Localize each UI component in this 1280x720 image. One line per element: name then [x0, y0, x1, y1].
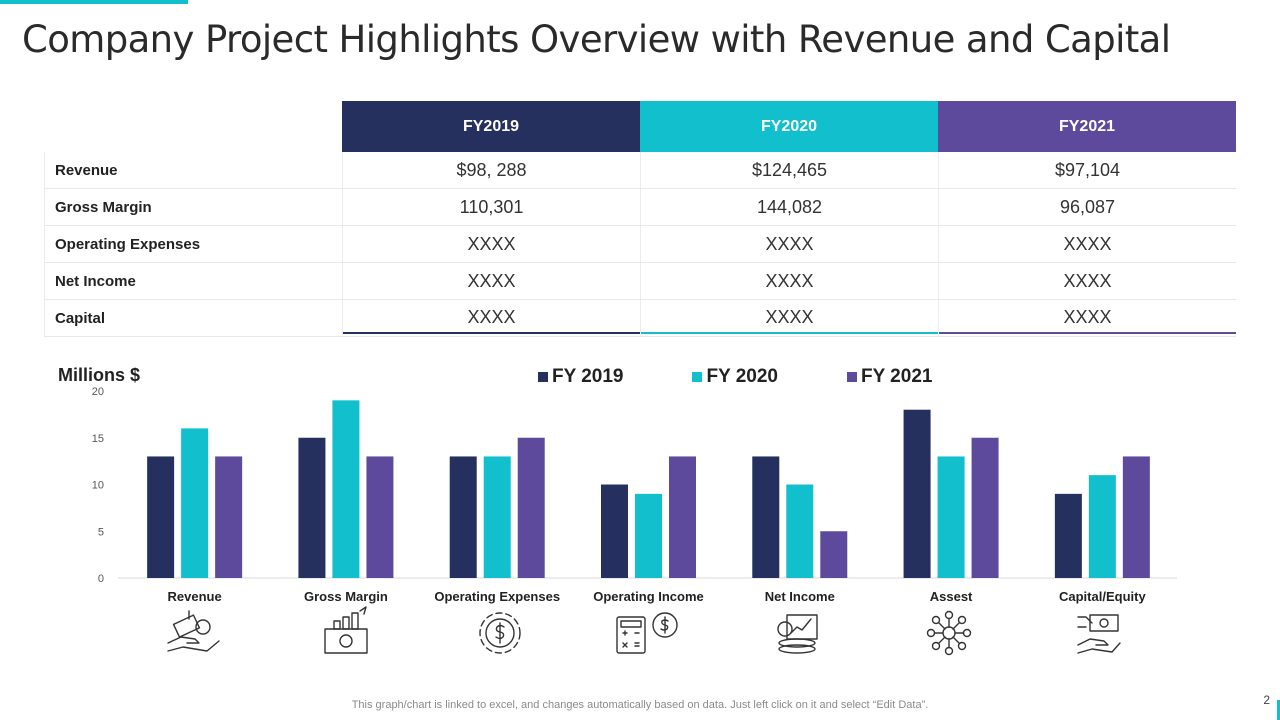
column-header-fy2020: FY2020 — [640, 101, 938, 152]
bar-assest-fy2019 — [903, 409, 931, 578]
table-row-gross-margin: Gross Margin 110,301 144,082 96,087 — [44, 189, 1236, 226]
bar-assest-fy2021 — [971, 437, 999, 578]
table-cell: $124,465 — [640, 152, 938, 188]
bar-net-income-fy2019 — [752, 456, 780, 578]
table-cell: $98, 288 — [342, 152, 640, 188]
table-cell: XXXX — [342, 263, 640, 299]
table-row-net-income: Net Income XXXX XXXX XXXX — [44, 263, 1236, 300]
x-category-label: Operating Income — [593, 589, 704, 604]
legend-label: FY 2020 — [706, 366, 778, 387]
x-category-label: Assest — [930, 589, 973, 604]
bar-revenue-fy2020 — [181, 428, 209, 578]
x-category-label: Gross Margin — [304, 589, 388, 604]
table-row-capital: Capital XXXX XXXX XXXX — [44, 300, 1236, 337]
row-label: Revenue — [44, 152, 342, 188]
table-cell: 110,301 — [342, 189, 640, 225]
dollar-gear-icon — [479, 612, 521, 654]
legend-swatch — [692, 372, 703, 382]
table-cell: $97,104 — [938, 152, 1236, 188]
x-category-label: Operating Expenses — [434, 589, 560, 604]
footer-note: This graph/chart is linked to excel, and… — [351, 699, 929, 711]
y-axis-unit-label: Millions $ — [58, 365, 141, 385]
hand-cash-icon — [1077, 614, 1121, 654]
table-cell: XXXX — [342, 300, 640, 336]
table-cell: 96,087 — [938, 189, 1236, 225]
table-cell: XXXX — [640, 263, 938, 299]
bar-gross-margin-fy2019 — [298, 437, 326, 578]
page-number: 2 — [1263, 693, 1270, 707]
bar-operating-expenses-fy2020 — [483, 456, 511, 578]
table-cell: XXXX — [640, 226, 938, 262]
y-tick-label: 20 — [92, 386, 104, 398]
network-hub-icon — [926, 610, 972, 656]
chart-x-labels-group: Revenue Gross Margin Operating Expenses Ope… — [168, 589, 1147, 604]
bar-gross-margin-fy2020 — [332, 400, 360, 578]
financial-table: FY2019 FY2020 FY2021 Revenue $98, 288 $1… — [44, 101, 1236, 337]
money-growth-icon — [324, 606, 368, 654]
bar-net-income-fy2020 — [786, 484, 814, 578]
table-header-row: FY2019 FY2020 FY2021 — [44, 101, 1236, 152]
row-label: Operating Expenses — [44, 226, 342, 262]
y-tick-label: 0 — [98, 573, 104, 585]
legend-item-fy2021: FY 2021 — [846, 366, 933, 388]
row-label: Capital — [44, 300, 342, 336]
chart-bars-group — [147, 400, 1150, 578]
bar-operating-income-fy2020 — [635, 493, 662, 578]
y-tick-label: 10 — [92, 480, 104, 492]
hand-money-icon — [167, 610, 220, 652]
table-row-revenue: Revenue $98, 288 $124,465 $97,104 — [44, 152, 1236, 189]
table-cell: XXXX — [938, 263, 1236, 299]
table-cell: 144,082 — [640, 189, 938, 225]
table-header-empty-cell — [44, 101, 342, 152]
legend-swatch — [846, 372, 857, 382]
column-header-fy2021: FY2021 — [938, 101, 1236, 152]
table-cell: XXXX — [342, 226, 640, 262]
x-category-label: Capital/Equity — [1059, 589, 1146, 604]
table-cell: XXXX — [938, 300, 1236, 336]
bar-operating-income-fy2019 — [601, 484, 628, 578]
y-tick-label: 5 — [98, 526, 104, 538]
bar-net-income-fy2021 — [820, 531, 848, 578]
table-row-operating-expenses: Operating Expenses XXXX XXXX XXXX — [44, 226, 1236, 263]
legend-swatch — [538, 372, 548, 382]
row-label: Gross Margin — [44, 189, 342, 225]
row-label: Net Income — [44, 263, 342, 299]
y-tick-label: 15 — [92, 433, 104, 445]
column-header-fy2019: FY2019 — [342, 101, 640, 152]
legend-label: FY 2019 — [552, 366, 624, 387]
top-accent-bar — [0, 0, 188, 4]
bar-operating-expenses-fy2021 — [517, 437, 545, 578]
income-chart-coins-icon — [777, 614, 818, 654]
x-category-label: Revenue — [168, 589, 222, 604]
x-category-label: Net Income — [765, 589, 835, 604]
page-number-mark — [1277, 700, 1280, 720]
legend-item-fy2020: FY 2020 — [692, 366, 778, 388]
bar-operating-income-fy2021 — [669, 456, 696, 578]
table-cell: XXXX — [938, 226, 1236, 262]
bar-chart: 0 5 10 15 20 Revenue Gross Margin Operating Ex… — [92, 386, 1177, 656]
chart-legend: FY 2019 FY 2020 FY 2021 — [538, 366, 1001, 388]
chart-axis-group: 0 5 10 15 20 — [92, 386, 1177, 585]
bar-revenue-fy2019 — [147, 456, 175, 578]
bar-assest-fy2020 — [937, 456, 965, 578]
bar-capital-equity-fy2019 — [1054, 493, 1082, 578]
bar-capital-equity-fy2021 — [1122, 456, 1150, 578]
bar-revenue-fy2021 — [215, 456, 243, 578]
calculator-dollar-icon — [616, 612, 678, 654]
legend-label: FY 2021 — [860, 366, 933, 387]
table-cell: XXXX — [640, 300, 938, 336]
bar-gross-margin-fy2021 — [366, 456, 394, 578]
bar-capital-equity-fy2020 — [1088, 475, 1116, 578]
page-title: Company Project Highlights Overview with… — [22, 18, 1171, 61]
bar-operating-expenses-fy2019 — [449, 456, 477, 578]
legend-item-fy2019: FY 2019 — [538, 366, 623, 388]
